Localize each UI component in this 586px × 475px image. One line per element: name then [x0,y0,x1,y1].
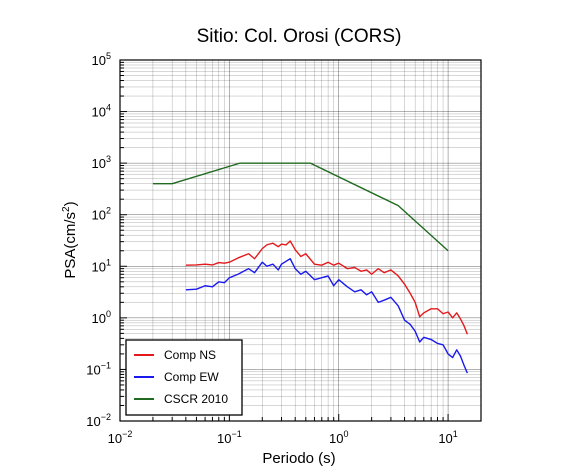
y-tick-label: 102 [92,206,111,223]
x-tick-label: 10−2 [108,429,133,446]
series-line-2 [185,258,468,374]
series-line-3 [152,162,449,252]
x-axis-title: Periodo (s) [262,450,335,467]
y-tick-label: 100 [92,309,111,326]
tick-labels: 10−2 10−1 100 101 10−2 10−1 100 101 102 103 104 105 [86,51,458,446]
y-tick-label: 105 [92,51,111,68]
legend-label: Comp EW [164,370,219,384]
x-tick-label: 101 [438,429,457,446]
y-axis-title-main: PSA(cm/s [62,212,79,279]
y-tick-label: 101 [92,257,111,274]
series-line-1 [185,240,468,335]
plot-frame [119,59,482,422]
y-axis-title-sup: 2 [61,206,72,212]
legend-label: CSCR 2010 [164,392,228,406]
y-tick-label: 10−2 [86,412,111,429]
y-tick-label: 10−1 [86,360,111,377]
legend: Comp NS Comp EW CSCR 2010 [125,339,243,416]
legend-label: Comp NS [164,348,216,362]
y-tick-label: 103 [92,154,111,171]
series-layer [152,162,468,374]
chart-title: Sitio: Col. Orosi (CORS) [197,26,402,47]
y-axis-title-close: ) [62,201,79,206]
y-axis-title: PSA(cm/s2) [61,201,79,278]
x-tick-label: 10−1 [217,429,242,446]
y-tick-label: 104 [92,103,111,120]
x-tick-label: 100 [329,429,348,446]
